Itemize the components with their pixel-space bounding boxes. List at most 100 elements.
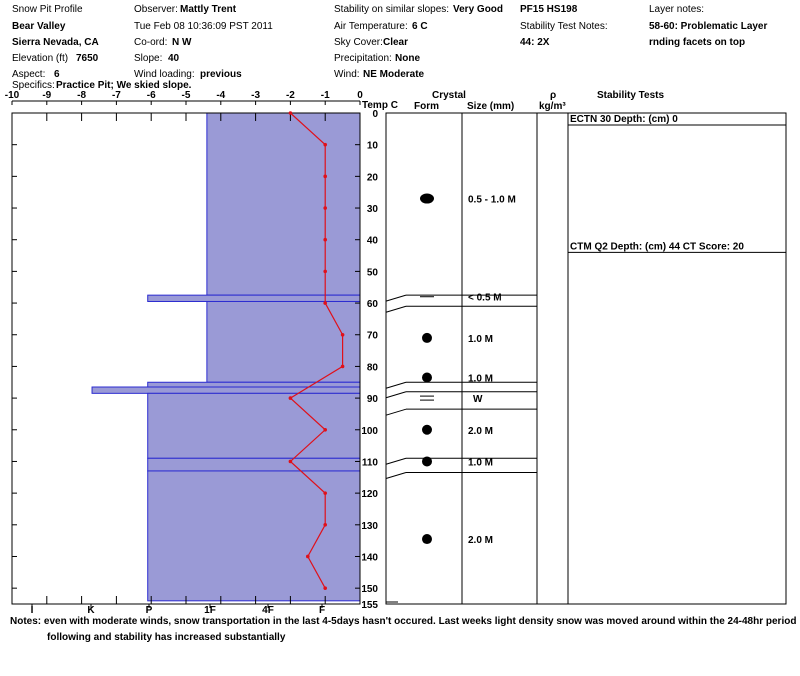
header-specifics-label: Specifics:	[12, 80, 55, 91]
temperature-tick-label: -6	[147, 90, 156, 101]
crystal-size-label: 0.5 - 1.0 M	[468, 195, 516, 206]
temperature-point	[288, 459, 293, 464]
temperature-point	[340, 364, 345, 369]
crystal-size-label: 1.0 M	[468, 374, 493, 385]
temperature-tick-label: -4	[216, 90, 225, 101]
hardness-layer-bar	[147, 392, 361, 459]
header-c3-r3-label: Precipitation:	[334, 53, 392, 64]
header-c1-r3-label: Elevation (ft)	[12, 53, 68, 64]
crystal-size-label: < 0.5 M	[468, 293, 502, 304]
depth-tick-label: 60	[367, 299, 379, 310]
temperature-tick-label: -5	[182, 90, 191, 101]
layer-boundary-connector	[385, 381, 407, 389]
temperature-profile-line	[289, 112, 344, 589]
stability-test-label: ECTN 30 Depth: (cm) 0	[570, 114, 678, 125]
notes-text-continued: following and stability has increased su…	[47, 632, 286, 643]
hardness-tick-label: 1F	[204, 605, 216, 614]
snow-profile-chart: Snow Pit Profile Bear Valley Sierra Nevada…	[5, 4, 787, 614]
crystal-form-rounded	[420, 193, 434, 204]
header-c3-r1-value: 6 C	[412, 21, 428, 32]
hardness-layer-bar	[147, 381, 361, 388]
hardness-tick-label: K	[87, 605, 95, 614]
header-c2-r4-label: Wind loading:	[134, 69, 195, 80]
header-c2-r0-label: Observer:	[134, 4, 178, 15]
header-c2-r0-value: Mattly Trent	[180, 4, 237, 15]
temperature-tick-label: 0	[357, 90, 363, 101]
temperature-point	[323, 237, 328, 242]
layer-table-frame	[385, 112, 787, 605]
header-c1-r0-value: Snow Pit Profile	[12, 4, 83, 15]
hardness-tick-label: I	[31, 605, 34, 614]
temperature-tick-label: -3	[251, 90, 260, 101]
crystal-form-rounded	[422, 424, 432, 435]
crystal-form-rounded	[422, 456, 432, 467]
crystal-form-rounded	[422, 534, 432, 545]
depth-tick-label: 110	[362, 457, 379, 468]
col-density-unit: kg/m³	[539, 101, 566, 112]
layer-boundary-connector	[385, 408, 407, 416]
header-c3-r2-label: Sky Cover:	[334, 37, 383, 48]
depth-tick-label: 140	[361, 552, 378, 563]
header-c3-r3-value: None	[395, 53, 420, 64]
hardness-tick-label: F	[319, 605, 325, 614]
temperature-point	[323, 491, 328, 495]
header-c2-r2-label: Co-ord:	[134, 37, 167, 48]
temperature-tick-label: -1	[321, 90, 330, 101]
header-c3-r0-value: Very Good	[453, 4, 503, 15]
temperature-point	[323, 301, 328, 305]
depth-tick-label: 155	[361, 600, 378, 611]
header-c3-r4-label: Wind:	[334, 69, 360, 80]
header-c3-r0-label: Stability on similar slopes:	[334, 4, 449, 15]
hardness-layer-bar	[206, 112, 361, 296]
temperature-point	[323, 523, 328, 527]
header-c3-r1-label: Air Temperature:	[334, 21, 408, 32]
crystal-size-label: 1.0 M	[468, 457, 493, 468]
depth-tick-label: 20	[367, 172, 379, 183]
notes-text: even with moderate winds, snow transport…	[43, 616, 797, 627]
temperature-tick-label: -2	[286, 90, 295, 101]
hardness-tick-label: P	[146, 605, 153, 614]
header-layer-notes-value-2: rnding facets on top	[649, 37, 745, 48]
header-c1-r3-value: 7650	[76, 53, 99, 64]
crystal-size-label: W	[473, 394, 483, 405]
temperature-tick-label: -9	[42, 90, 51, 101]
depth-tick-label: 50	[367, 267, 379, 278]
col-stability-label: Stability Tests	[597, 90, 664, 101]
depth-tick-label: 120	[361, 489, 378, 500]
temperature-tick-label: -8	[77, 90, 86, 101]
header-c2-r1-value: Tue Feb 08 10:36:09 PST 2011	[134, 21, 273, 32]
hardness-layer-bar	[147, 470, 361, 602]
layer-boundary-connector	[385, 294, 407, 302]
crystal-size-label: 1.0 M	[468, 334, 493, 345]
col-size-label: Size (mm)	[467, 101, 514, 112]
col-density-symbol: ρ	[550, 90, 556, 101]
depth-tick-label: 100	[361, 426, 378, 437]
hardness-tick-label: 4F	[262, 605, 274, 614]
depth-tick-label: 70	[367, 331, 379, 342]
notes-block: Notes: even with moderate winds, snow tr…	[10, 614, 796, 646]
temperature-point	[340, 332, 345, 337]
header-c2-r4-value: previous	[200, 69, 242, 80]
col-form-label: Form	[414, 101, 439, 112]
col-crystal-label: Crystal	[432, 90, 466, 101]
header-c2-r2-value: N W	[172, 37, 192, 48]
crystal-size-label: 2.0 M	[468, 426, 493, 437]
plot-area: -10 -9 -8 -7 -6 -5 -4 -3 -2 -1 0010203040506070809…	[5, 90, 787, 614]
header-specifics-value: Practice Pit; We skied slope.	[56, 80, 192, 91]
depth-tick-label: 0	[372, 109, 378, 120]
temperature-point	[323, 586, 328, 590]
header-c2-r3-value: 40	[168, 53, 180, 64]
temperature-point	[323, 142, 328, 147]
depth-tick-label: 30	[367, 204, 379, 215]
crystal-form-rounded	[422, 372, 432, 383]
depth-tick-label: 40	[367, 236, 379, 247]
header-stability-notes-label: Stability Test Notes:	[520, 21, 608, 32]
temperature-tick-label: -10	[5, 90, 20, 101]
layer-boundary-connector	[385, 305, 407, 313]
depth-tick-label: 10	[367, 141, 379, 152]
header-c1-r4-value: 6	[54, 69, 60, 80]
hardness-layer-bar	[91, 386, 361, 394]
stability-test-label: CTM Q2 Depth: (cm) 44 CT Score: 20	[570, 241, 744, 252]
layer-boundary-connector	[385, 457, 407, 465]
